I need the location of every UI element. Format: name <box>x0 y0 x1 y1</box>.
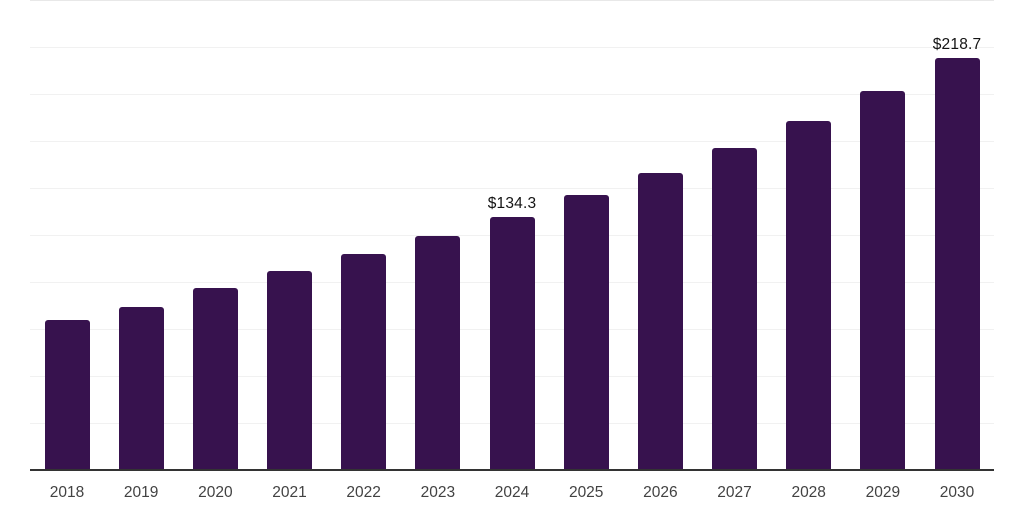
gridline-150 <box>30 188 994 189</box>
x-tick-label-2027: 2027 <box>717 484 752 501</box>
x-tick-label-2029: 2029 <box>865 484 901 501</box>
x-tick-label-2021: 2021 <box>272 484 307 501</box>
x-axis-line <box>30 469 994 471</box>
x-tick-label-2022: 2022 <box>346 484 381 501</box>
gridline-200 <box>30 94 994 95</box>
x-tick-label-2025: 2025 <box>568 484 604 501</box>
data-label-2030: $218.7 <box>932 35 982 53</box>
bar-2030 <box>934 57 980 469</box>
bar-2022 <box>341 254 387 469</box>
gridline-250 <box>30 0 994 1</box>
x-tick-label-2026: 2026 <box>643 484 678 501</box>
bar-2027 <box>712 147 758 469</box>
x-tick-label-2018: 2018 <box>49 484 85 501</box>
bar-2020 <box>192 288 238 469</box>
bar-2023 <box>415 236 461 469</box>
bar-2024 <box>489 216 535 469</box>
x-tick-label-2023: 2023 <box>420 484 456 501</box>
bar-2019 <box>118 306 164 469</box>
x-tick-label-2020: 2020 <box>198 484 233 501</box>
bar-2026 <box>637 172 683 469</box>
gridline-175 <box>30 141 994 142</box>
bar-2025 <box>563 195 609 469</box>
x-tick-label-2028: 2028 <box>791 484 826 501</box>
plot-area: $134.3 $218.7 <box>30 0 994 471</box>
bar-2018 <box>44 319 90 469</box>
data-label-2024: $134.3 <box>487 194 537 212</box>
x-tick-label-2030: 2030 <box>939 484 975 501</box>
x-tick-label-2024: 2024 <box>494 484 530 501</box>
bar-2021 <box>267 271 312 469</box>
x-tick-label-2019: 2019 <box>123 484 159 501</box>
bar-2028 <box>786 121 832 469</box>
gridline-225 <box>30 47 994 48</box>
bar-2029 <box>860 91 906 469</box>
